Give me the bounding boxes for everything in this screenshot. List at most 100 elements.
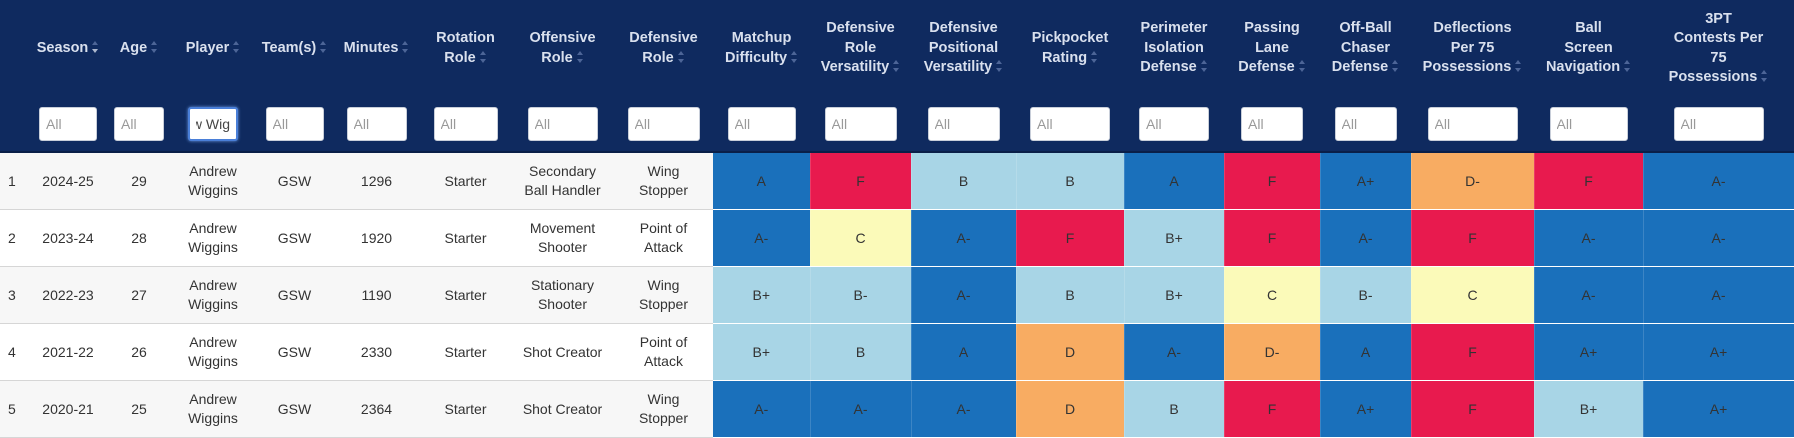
rank-cell: 5 (0, 380, 28, 438)
column-header-label: Matchup Difficulty (724, 30, 792, 66)
grade-cell: F (1534, 152, 1644, 210)
sort-icon[interactable] (233, 40, 240, 53)
filter-input-age[interactable] (114, 107, 164, 141)
table-row[interactable]: 5 2020-21 25 Andrew Wiggins GSW 2364 Starter Sh… (0, 380, 1794, 438)
filter-input-off-ball-chaser-defense[interactable] (1334, 107, 1397, 141)
table-row[interactable]: 4 2021-22 26 Andrew Wiggins GSW 2330 Starter Sh… (0, 323, 1794, 381)
filter-input-ball-screen-navigation[interactable] (1549, 107, 1628, 141)
grade-cell: F (1411, 209, 1535, 267)
filter-cell (810, 97, 911, 153)
column-header-player[interactable]: Player (170, 0, 256, 97)
column-header-matchup-difficulty[interactable]: Matchup Difficulty (713, 0, 810, 97)
column-header-defensive-positional-versatility[interactable]: Defensive Positional Versatility (911, 0, 1016, 97)
column-header-rotation-role[interactable]: Rotation Role (420, 0, 511, 97)
grade-cell: B- (810, 266, 912, 324)
grade-cell: A- (1124, 323, 1225, 381)
filter-input-rotation-role[interactable] (433, 107, 498, 141)
filter-input-minutes[interactable] (346, 107, 407, 141)
player-cell: Andrew Wiggins (170, 152, 256, 210)
table-row[interactable]: 1 2024-25 29 Andrew Wiggins GSW 1296 Starter Se… (0, 152, 1794, 210)
rank-cell: 3 (0, 266, 28, 324)
column-header-pickpocket-rating[interactable]: Pickpocket Rating (1016, 0, 1124, 97)
column-header-defensive-role[interactable]: Defensive Role (614, 0, 713, 97)
sort-icon[interactable] (402, 40, 409, 53)
column-header-label: Rotation Role (436, 30, 495, 66)
column-header-passing-lane-defense[interactable]: Passing Lane Defense (1224, 0, 1320, 97)
offensive-role-cell: Stationary Shooter (511, 266, 614, 324)
grade-cell: A- (911, 266, 1017, 324)
column-header-team-s[interactable]: Team(s) (256, 0, 333, 97)
filter-input-passing-lane-defense[interactable] (1241, 107, 1303, 141)
filter-input-player[interactable] (188, 107, 238, 141)
column-header-defensive-role-versatility[interactable]: Defensive Role Versatility (810, 0, 911, 97)
sort-icon[interactable] (151, 40, 158, 53)
column-header-label: Team(s) (261, 39, 317, 56)
filter-input-matchup-difficulty[interactable] (727, 107, 796, 141)
sort-icon[interactable] (893, 60, 900, 73)
column-header-ball-screen-navigation[interactable]: Ball Screen Navigation (1534, 0, 1643, 97)
table-row[interactable]: 2 2023-24 28 Andrew Wiggins GSW 1920 Starter Mo… (0, 209, 1794, 267)
sort-icon[interactable] (1091, 50, 1098, 63)
column-header-3pt-contests-per-75-possessions[interactable]: 3PT Contests Per 75 Possessions (1643, 0, 1794, 97)
column-header-age[interactable]: Age (108, 0, 170, 97)
grade-cell: A+ (1320, 152, 1412, 210)
header-row: Season Age Player Team(s) Minutes Rotation Ro… (0, 0, 1794, 97)
grade-cell: D (1016, 323, 1125, 381)
filter-input-team-s[interactable] (265, 107, 324, 141)
grade-cell: A- (1643, 209, 1794, 267)
sort-icon[interactable] (791, 50, 798, 63)
filter-input-defensive-role-versatility[interactable] (824, 107, 897, 141)
filter-input-defensive-role[interactable] (627, 107, 700, 141)
sort-icon[interactable] (677, 50, 685, 63)
grade-cell: A- (911, 209, 1017, 267)
minutes-cell: 1190 (333, 266, 420, 324)
filter-cell (1124, 97, 1224, 153)
column-header-offensive-role[interactable]: Offensive Role (511, 0, 614, 97)
filter-input-defensive-positional-versatility[interactable] (927, 107, 1000, 141)
defensive-role-cell: Wing Stopper (614, 152, 713, 210)
filter-input-pickpocket-rating[interactable] (1030, 107, 1110, 141)
player-cell: Andrew Wiggins (170, 323, 256, 381)
column-header-label: Ball Screen Navigation (1545, 20, 1621, 76)
table-row[interactable]: 3 2022-23 27 Andrew Wiggins GSW 1190 Starter St… (0, 266, 1794, 324)
sort-icon[interactable] (1624, 60, 1631, 73)
column-header-label: Perimeter Isolation Defense (1140, 20, 1208, 76)
filter-input-deflections-per-75-possessions[interactable] (1427, 107, 1518, 141)
grade-cell: F (1411, 323, 1535, 381)
player-cell: Andrew Wiggins (170, 380, 256, 438)
grade-cell: D- (1224, 323, 1321, 381)
sort-icon[interactable] (1298, 60, 1306, 73)
grade-cell: F (1224, 380, 1321, 438)
column-header-off-ball-chaser-defense[interactable]: Off-Ball Chaser Defense (1320, 0, 1411, 97)
grade-cell: A- (1643, 152, 1794, 210)
sort-icon[interactable] (1200, 60, 1208, 73)
team-cell: GSW (256, 266, 333, 324)
sort-icon[interactable] (1515, 60, 1522, 73)
grade-cell: A- (1320, 209, 1412, 267)
sort-icon[interactable] (1761, 70, 1768, 82)
column-header-minutes[interactable]: Minutes (333, 0, 420, 97)
sort-icon[interactable] (996, 60, 1003, 73)
filter-input-season[interactable] (39, 107, 97, 141)
filter-input-3pt-contests-per-75-possessions[interactable] (1673, 107, 1764, 141)
column-header-deflections-per-75-possessions[interactable]: Deflections Per 75 Possessions (1411, 0, 1534, 97)
column-header-label: 3PT Contests Per 75 Possessions (1668, 10, 1764, 86)
grade-cell: A (911, 323, 1017, 381)
filter-cell (0, 97, 28, 153)
column-header-label: Deflections Per 75 Possessions (1422, 20, 1512, 76)
sort-icon[interactable] (320, 40, 327, 53)
sort-icon[interactable] (1392, 60, 1399, 73)
column-header-perimeter-isolation-defense[interactable]: Perimeter Isolation Defense (1124, 0, 1224, 97)
rank-cell: 4 (0, 323, 28, 381)
filter-input-offensive-role[interactable] (527, 107, 598, 141)
sort-icon[interactable] (92, 40, 99, 53)
column-header-season[interactable]: Season (28, 0, 108, 97)
sort-icon[interactable] (479, 50, 487, 63)
filter-cell (256, 97, 333, 153)
column-header-label: Minutes (343, 39, 399, 56)
grade-cell: A- (1643, 266, 1794, 324)
sort-icon[interactable] (576, 50, 584, 63)
filter-input-perimeter-isolation-defense[interactable] (1139, 107, 1209, 141)
column-header-label: Season (36, 39, 89, 56)
